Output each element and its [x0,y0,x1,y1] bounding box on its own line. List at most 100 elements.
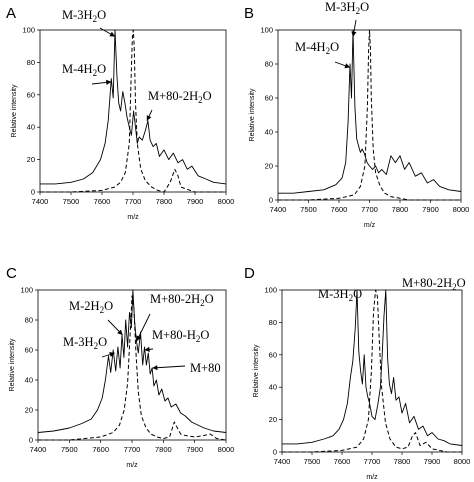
x-tick-label: 7500 [63,197,80,206]
x-tick-label: 7500 [61,445,78,454]
series-line-dashed [38,295,227,441]
y-tick-label: 0 [29,436,33,445]
x-tick-label: 8000 [454,457,471,466]
x-tick-label: 7700 [361,205,378,214]
chart-panel-d: D 7400 7500 7600 7700 7800 7900 8000 0 20 40 60 80 10… [244,265,470,481]
y-tick-label: 80 [269,318,277,327]
peak-annotation: M-3H2O [62,8,106,24]
annotation-arrowhead [344,63,350,69]
series-line-solid [282,289,463,446]
y-tick-label: 40 [27,123,35,132]
annotation-arrowhead [144,346,150,352]
y-tick-label: 40 [265,128,273,137]
x-tick-label: 8000 [218,445,235,454]
x-tick-label: 7600 [334,457,351,466]
y-tick-label: 100 [22,26,35,35]
x-tick-label: 7900 [422,205,439,214]
plot-frame [281,289,463,453]
x-tick-label: 7500 [300,205,317,214]
peak-annotation: M+80 [190,361,221,375]
peak-annotation: M-3H2O [63,335,107,351]
x-tick-label: 8000 [453,205,470,214]
x-axis-title: m/z [126,462,138,469]
peak-annotation: M-3H2O [318,287,362,303]
x-tick-label: 7800 [156,197,173,206]
series-line-dashed [40,29,226,193]
peak-annotation: M-4H2O [295,40,339,56]
y-tick-label: 60 [27,90,35,99]
annotation-arrow [136,313,151,342]
panel-letter: D [244,265,255,282]
y-tick-label: 0 [269,196,273,205]
y-tick-label: 80 [25,316,33,325]
x-tick-label: 7400 [270,205,287,214]
x-tick-label: 7800 [394,457,411,466]
chart-panel-b: B 7400 7500 7600 7700 7800 7900 8000 0 20 40 60 80 10… [244,0,469,229]
series-line-solid [37,289,227,433]
series-line-dashed [278,29,461,201]
panel-letter: C [6,265,17,282]
annotation-arrowhead [109,352,115,357]
x-tick-label: 7400 [32,197,49,206]
x-tick-label: 7500 [304,457,321,466]
y-tick-label: 0 [273,448,277,457]
series-line-solid [40,29,227,185]
x-tick-label: 7400 [274,457,291,466]
x-tick-label: 7900 [186,445,203,454]
annotation-arrowhead [136,335,142,341]
y-tick-label: 0 [31,188,35,197]
x-tick-label: 7700 [125,197,142,206]
y-axis-title: Relative intensity [249,88,256,141]
x-tick-label: 7900 [187,197,204,206]
panel-letter: B [244,5,254,22]
annotation-arrowhead [117,329,123,335]
plot-frame [277,29,462,201]
x-tick-label: 7800 [155,445,172,454]
x-axis-title: m/z [364,222,376,229]
y-axis-title: Relative intensity [11,84,18,137]
peak-annotation: M+80-2H2O [150,292,214,308]
annotation-arrowhead [152,365,158,371]
x-tick-label: 7700 [364,457,381,466]
peak-annotation: M-4H2O [62,62,106,78]
chart-panel-c: C 7400 7500 7600 7700 7800 7900 8000 0 20 40 60 80 10… [6,265,234,469]
x-tick-label: 7900 [424,457,441,466]
y-tick-label: 20 [269,415,277,424]
x-axis-title: m/z [366,474,378,481]
peak-annotation: M+80-H2O [152,328,209,344]
peak-annotation: M+80-2H2O [148,89,212,105]
series-line-solid [278,29,462,194]
chart-panel-a: A 7400 7500 7600 7700 7800 7900 8000 0 20 40 60 80 10… [6,5,234,221]
y-tick-label: 20 [265,162,273,171]
annotation-arrow [152,365,186,369]
plot-frame [39,29,227,193]
peak-annotation: M-3H2O [325,0,369,16]
y-tick-label: 20 [25,406,33,415]
y-tick-label: 100 [264,286,277,295]
peak-annotation: M+80-2H2O [402,276,466,292]
y-tick-label: 80 [265,60,273,69]
y-tick-label: 20 [27,155,35,164]
y-tick-label: 100 [20,286,33,295]
x-tick-label: 7600 [94,197,111,206]
y-tick-label: 40 [25,376,33,385]
x-tick-label: 7600 [331,205,348,214]
y-axis-title: Relative intensity [253,344,260,397]
panel-letter: A [6,5,16,22]
annotation-arrowhead [351,31,357,37]
annotation-arrowhead [106,79,112,85]
y-tick-label: 100 [260,26,273,35]
x-tick-label: 7400 [30,445,47,454]
x-tick-label: 7600 [92,445,109,454]
peak-annotation: M-2H2O [69,299,113,315]
y-tick-label: 80 [27,58,35,67]
y-tick-label: 60 [269,350,277,359]
y-tick-label: 40 [269,383,277,392]
annotation-arrowhead [109,31,115,37]
y-axis-title: Relative intensity [9,338,16,391]
y-tick-label: 60 [25,346,33,355]
annotation-arrowhead [146,115,152,121]
x-axis-title: m/z [127,214,139,221]
series-line-dashed [282,289,462,453]
